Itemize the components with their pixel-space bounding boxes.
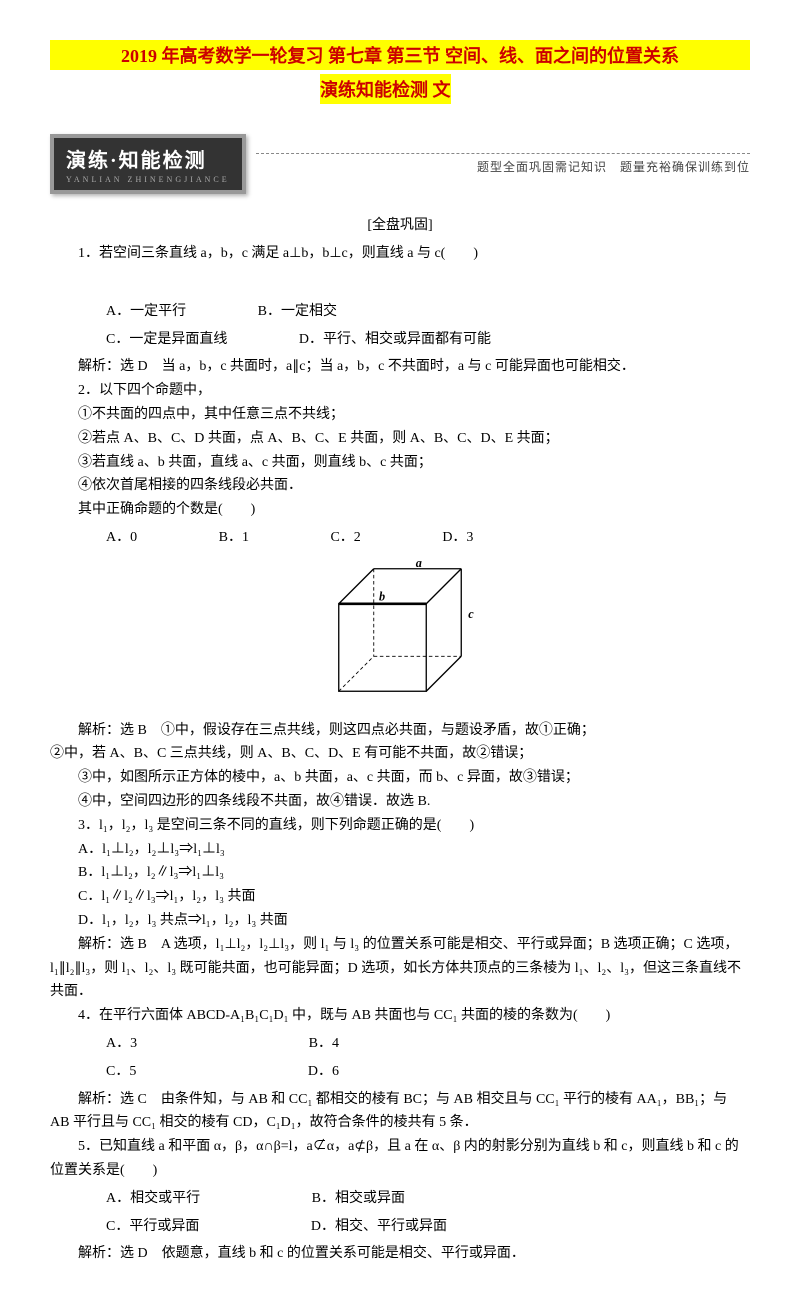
banner-left-box: 演练·知能检测 YANLIAN ZHINENGJIANCE <box>50 134 246 194</box>
q3-optA: A．l₁⊥l₂，l₂⊥l₃⇒l₁⊥l₃ <box>50 838 750 862</box>
q2-ans1: 解析：选 B ①中，假设存在三点共线，则这四点必共面，与题设矛盾，故①正确； <box>50 719 750 743</box>
q3-stem: 3．l₁，l₂，l₃ 是空间三条不同的直线，则下列命题正确的是( ) <box>50 814 750 838</box>
cube-hidden-edge <box>339 656 374 691</box>
document-title-line2: 演练知能检测 文 <box>320 74 451 104</box>
cube-edge <box>426 569 461 604</box>
q4-answer: 解析：选 C 由条件知，与 AB 和 CC₁ 都相交的棱有 BC；与 AB 相交… <box>50 1088 750 1136</box>
q2-ans2: ②中，若 A、B、C 三点共线，则 A、B、C、D、E 有可能不共面，故②错误； <box>50 742 750 766</box>
q2-stem: 2．以下四个命题中， <box>50 379 750 403</box>
q2-p4: ④依次首尾相接的四条线段必共面． <box>50 474 750 498</box>
q1-optD: D．平行、相交或异面都有可能 <box>271 328 491 352</box>
q3-optD: D．l₁，l₂，l₃ 共点⇒l₁，l₂，l₃ 共面 <box>50 909 750 933</box>
q2-ans3: ③中，如图所示正方体的棱中，a、b 共面，a、c 共面，而 b、c 异面，故③错… <box>50 766 750 790</box>
q4-optD: D．6 <box>280 1060 339 1084</box>
q1-optB: B．一定相交 <box>230 300 337 324</box>
q2-p2: ②若点 A、B、C、D 共面，点 A、B、C、E 共面，则 A、B、C、D、E … <box>50 427 750 451</box>
q2-options: A．0 B．1 C．2 D．3 <box>50 526 750 550</box>
q5-options-row1: A．相交或平行 B．相交或异面 <box>50 1187 750 1211</box>
cube-label-b: b <box>379 589 385 603</box>
q2-optB: B．1 <box>191 526 249 550</box>
q5-optD: D．相交、平行或异面 <box>283 1215 447 1239</box>
banner-chinese: 演练·知能检测 <box>66 144 230 173</box>
banner-pinyin: YANLIAN ZHINENGJIANCE <box>66 175 230 184</box>
q3-optC: C．l₁∥l₂∥l₃⇒l₁，l₂，l₃ 共面 <box>50 885 750 909</box>
q5-stem: 5．已知直线 a 和平面 α，β，α∩β=l，a⊄α，a⊄β，且 a 在 α、β… <box>50 1135 750 1183</box>
q4-options-row2: C．5 D．6 <box>50 1060 750 1084</box>
q2-p3: ③若直线 a、b 共面，直线 a、c 共面，则直线 b、c 共面； <box>50 451 750 475</box>
q2-ask: 其中正确命题的个数是( ) <box>50 498 750 522</box>
cube-edge <box>426 656 461 691</box>
q5-options-row2: C．平行或异面 D．相交、平行或异面 <box>50 1215 750 1239</box>
q2-p1: ①不共面的四点中，其中任意三点不共线； <box>50 403 750 427</box>
q1-options-row2: C．一定是异面直线 D．平行、相交或异面都有可能 <box>50 328 750 352</box>
spacer <box>50 266 750 296</box>
q2-optD: D．3 <box>414 526 473 550</box>
cube-edge <box>339 569 374 604</box>
q1-optC: C．一定是异面直线 <box>78 328 227 352</box>
q2-optC: C．2 <box>302 526 360 550</box>
q5-answer: 解析：选 D 依题意，直线 b 和 c 的位置关系可能是相交、平行或异面． <box>50 1242 750 1266</box>
banner-right-text: 题型全面巩固需记知识 题量充裕确保训练到位 <box>256 153 750 175</box>
cube-label-c: c <box>468 607 474 621</box>
q3-answer: 解析：选 B A 选项，l₁⊥l₂，l₂⊥l₃，则 l₁ 与 l₃ 的位置关系可… <box>50 933 750 1004</box>
q1-answer: 解析：选 D 当 a，b，c 共面时，a∥c；当 a，b，c 不共面时，a 与 … <box>50 355 750 379</box>
q1-options-row1: A．一定平行 B．一定相交 <box>50 300 750 324</box>
q4-optB: B．4 <box>281 1032 339 1056</box>
page-container: 2019 年高考数学一轮复习 第七章 第三节 空间、线、面之间的位置关系 演练知… <box>0 0 800 1306</box>
document-body: 1．若空间三条直线 a，b，c 满足 a⊥b，b⊥c，则直线 a 与 c( ) … <box>50 242 750 1266</box>
section-banner: 演练·知能检测 YANLIAN ZHINENGJIANCE 题型全面巩固需记知识… <box>50 134 750 194</box>
q4-optA: A．3 <box>78 1032 137 1056</box>
q4-stem: 4．在平行六面体 ABCD-A₁B₁C₁D₁ 中，既与 AB 共面也与 CC₁ … <box>50 1004 750 1028</box>
q5-optC: C．平行或异面 <box>78 1215 199 1239</box>
q3-optB: B．l₁⊥l₂，l₂∥l₃⇒l₁⊥l₃ <box>50 861 750 885</box>
q2-ans4: ④中，空间四边形的四条线段不共面，故④错误．故选 B. <box>50 790 750 814</box>
q4-options-row1: A．3 B．4 <box>50 1032 750 1056</box>
q1-stem: 1．若空间三条直线 a，b，c 满足 a⊥b，b⊥c，则直线 a 与 c( ) <box>50 242 750 266</box>
cube-diagram: a b c <box>50 560 750 709</box>
cube-label-a: a <box>416 560 422 570</box>
q1-optA: A．一定平行 <box>78 300 186 324</box>
document-title-line1: 2019 年高考数学一轮复习 第七章 第三节 空间、线、面之间的位置关系 <box>50 40 750 70</box>
q4-optC: C．5 <box>78 1060 136 1084</box>
q5-optB: B．相交或异面 <box>284 1187 405 1211</box>
q2-optA: A．0 <box>78 526 137 550</box>
cube-svg: a b c <box>310 560 490 700</box>
section-header: [全盘巩固] <box>50 214 750 234</box>
q5-optA: A．相交或平行 <box>78 1187 200 1211</box>
